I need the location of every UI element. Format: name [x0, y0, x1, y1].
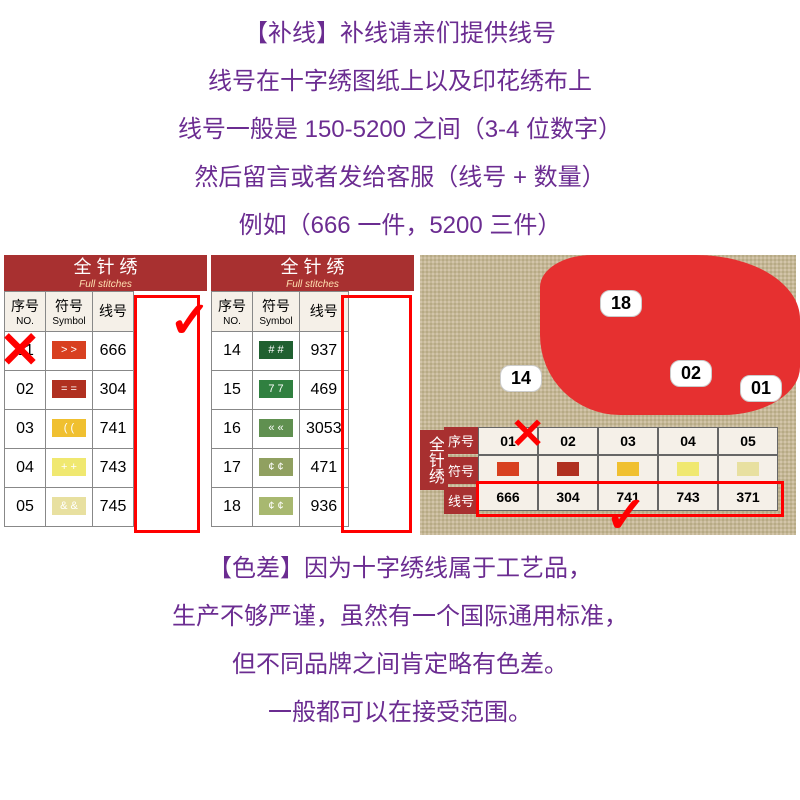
code-column-highlight-2	[341, 295, 412, 533]
table2-wrap: 全 针 绣 Full stitches 序号NO. 符号Symbol 线号 14…	[211, 255, 414, 535]
line5: 例如（666 一件，5200 三件）	[20, 202, 780, 250]
table1: 序号NO. 符号Symbol 线号 01 > > 666 02 = = 304 …	[4, 291, 134, 527]
code-column-highlight-1	[134, 295, 200, 533]
fabric-example: 18140201 全针绣 序号 符号 线号 0102030405 6663047…	[420, 255, 796, 535]
table1-wrap: 全 针 绣 Full stitches 序号NO. 符号Symbol 线号 01…	[4, 255, 207, 535]
fabric-code-row: 666304741743371	[478, 483, 778, 511]
fabric-bg: 18140201 全针绣 序号 符号 线号 0102030405 6663047…	[420, 255, 796, 535]
correct-mark-icon: ✓	[169, 295, 211, 345]
line3: 线号一般是 150-5200 之间（3-4 位数字）	[20, 106, 780, 154]
table-row: 15 7 7 469	[212, 370, 349, 409]
line4: 然后留言或者发给客服（线号 + 数量）	[20, 154, 780, 202]
fabric-number-bubble: 01	[740, 375, 782, 402]
table-row: 01 > > 666	[5, 331, 134, 370]
bline2: 生产不够严谨，虽然有一个国际通用标准，	[20, 593, 780, 641]
bottom-note-block: 【色差】因为十字绣线属于工艺品， 生产不够严谨，虽然有一个国际通用标准， 但不同…	[0, 535, 800, 742]
paper-chart-example: 全 针 绣 Full stitches 序号NO. 符号Symbol 线号 01…	[4, 255, 414, 535]
bline4: 一般都可以在接受范围。	[20, 689, 780, 737]
table-row: 14 # # 937	[212, 331, 349, 370]
fabric-number-bubble: 18	[600, 290, 642, 317]
table-row: 04 + + 743	[5, 448, 134, 487]
bline3: 但不同品牌之间肯定略有色差。	[20, 641, 780, 689]
example-images-row: 全 针 绣 Full stitches 序号NO. 符号Symbol 线号 01…	[0, 255, 800, 535]
line2: 线号在十字绣图纸上以及印花绣布上	[20, 58, 780, 106]
fabric-number-row: 0102030405	[478, 427, 778, 455]
table-row: 18 ¢ ¢ 936	[212, 487, 349, 526]
table-row: 17 ¢ ¢ 471	[212, 448, 349, 487]
table-row: 03 ( ( 741	[5, 409, 134, 448]
table2: 序号NO. 符号Symbol 线号 14 # # 937 15 7 7 469 …	[211, 291, 349, 527]
line1: 【补线】补线请亲们提供线号	[20, 10, 780, 58]
fabric-number-bubble: 14	[500, 365, 542, 392]
table2-header: 全 针 绣 Full stitches	[211, 255, 414, 291]
table-row: 05 & & 745	[5, 487, 134, 526]
table1-header: 全 针 绣 Full stitches	[4, 255, 207, 291]
fabric-number-bubble: 02	[670, 360, 712, 387]
bline1: 【色差】因为十字绣线属于工艺品，	[20, 545, 780, 593]
table-row: 16 « « 3053	[212, 409, 349, 448]
fabric-swatch-row	[478, 455, 778, 483]
top-instruction-block: 【补线】补线请亲们提供线号 线号在十字绣图纸上以及印花绣布上 线号一般是 150…	[0, 0, 800, 255]
table-row: 02 = = 304	[5, 370, 134, 409]
